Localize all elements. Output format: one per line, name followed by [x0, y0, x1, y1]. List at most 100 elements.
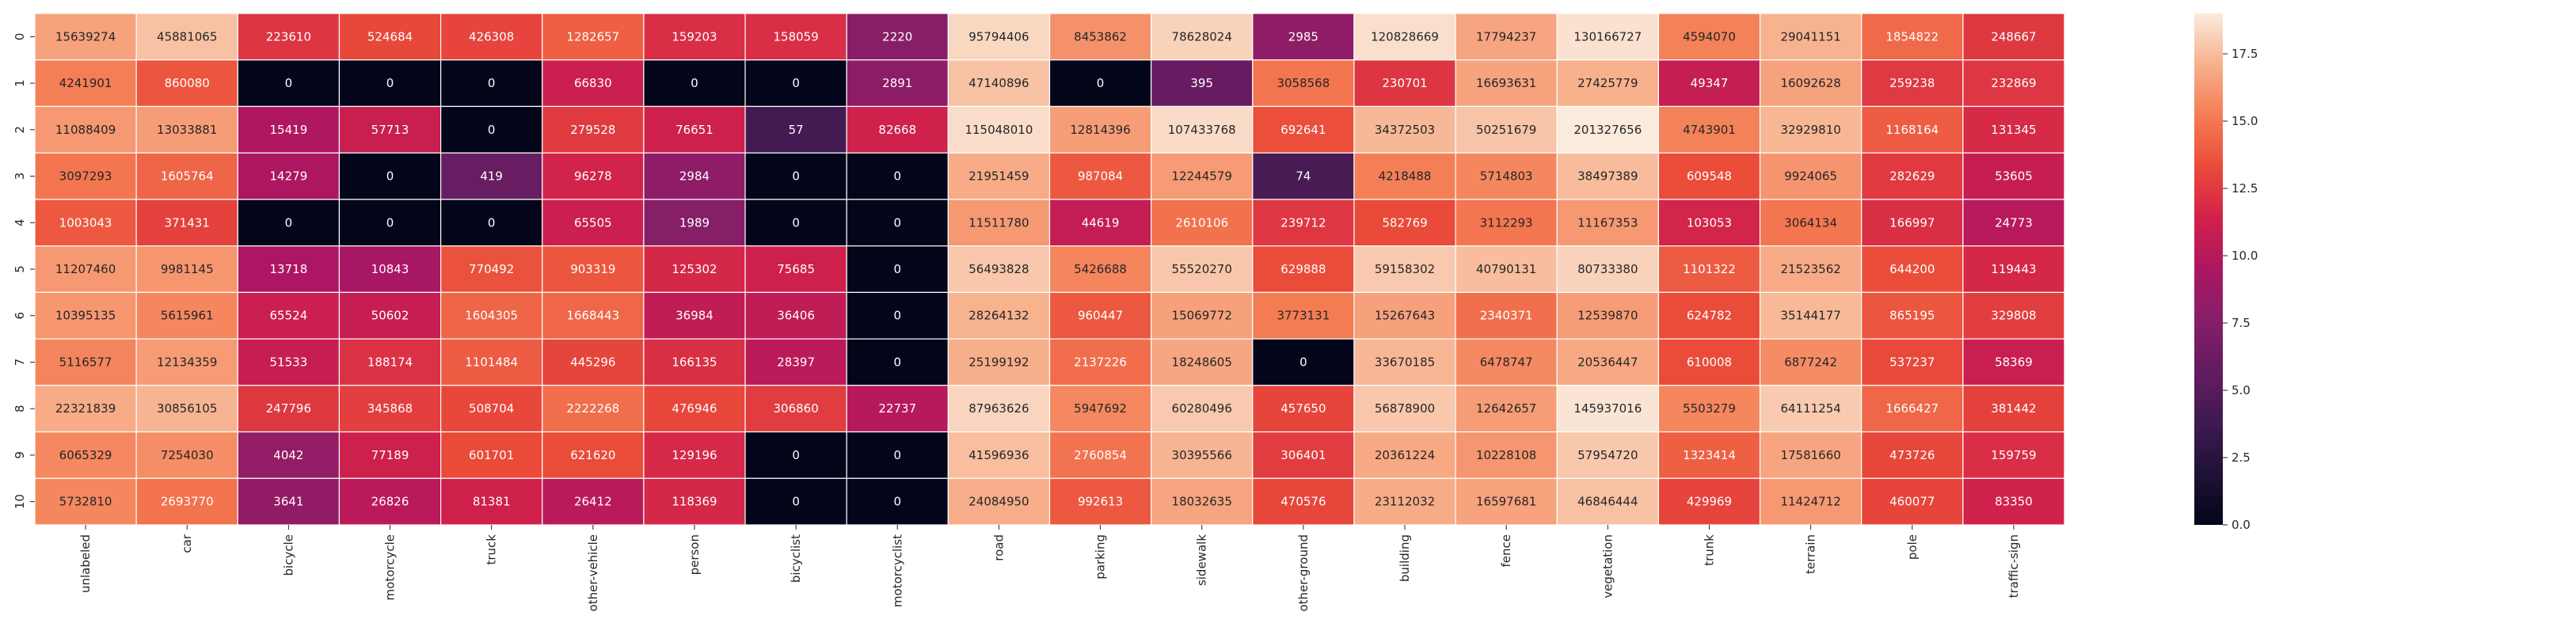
- cell-value-label: 53605: [1995, 169, 2033, 184]
- cell-value-label: 6478747: [1480, 355, 1533, 369]
- heatmap-cell: [1657, 199, 1761, 247]
- cell-value-label: 6877242: [1784, 355, 1837, 369]
- cell-value-label: 381442: [1991, 401, 2036, 416]
- cell-value-label: 12244579: [1172, 169, 1232, 184]
- cell-value-label: 13718: [270, 262, 308, 276]
- colorbar-tick-label: 12.5: [2232, 181, 2258, 196]
- heatmap-cell: [1455, 431, 1558, 479]
- heatmap-cell: [846, 59, 949, 108]
- cell-value-label: 51533: [270, 355, 308, 369]
- cell-value-label: 27425779: [1577, 76, 1638, 90]
- y-tick-label: 5: [13, 265, 27, 273]
- cell-value-label: 107433768: [1168, 123, 1236, 137]
- cell-value-label: 865195: [1889, 309, 1935, 323]
- cell-value-label: 2610106: [1175, 215, 1228, 230]
- cell-value-label: 5426688: [1074, 262, 1127, 276]
- heatmap-cell: [1455, 338, 1558, 386]
- heatmap-cell: [1962, 385, 2065, 433]
- cell-value-label: 77189: [371, 448, 409, 462]
- heatmap-cell: [947, 105, 1051, 154]
- heatmap-cell: [135, 105, 238, 154]
- heatmap-cell: [1759, 152, 1863, 200]
- heatmap-cell: [1759, 477, 1863, 526]
- cell-value-label: 28397: [777, 355, 815, 369]
- y-tick-label: 9: [13, 451, 27, 459]
- heatmap-cell: [643, 152, 746, 200]
- heatmap-cell: [1657, 338, 1761, 386]
- cell-value-label: 10228108: [1476, 448, 1536, 462]
- cell-value-label: 5947692: [1074, 401, 1127, 416]
- heatmap-cell: [1759, 13, 1863, 61]
- cell-value-label: 445296: [570, 355, 615, 369]
- heatmap-cell: [34, 59, 137, 108]
- heatmap-cell: [237, 59, 341, 108]
- cell-value-label: 247796: [266, 401, 311, 416]
- cell-value-label: 2891: [882, 76, 912, 90]
- cell-value-label: 49347: [1691, 76, 1729, 90]
- x-tick-label: road: [991, 534, 1006, 561]
- x-axis: unlabeled car bicycle motorcycle truck other-…: [78, 525, 2021, 612]
- heatmap-cell: [34, 291, 137, 340]
- cell-value-label: 18248605: [1172, 355, 1232, 369]
- heatmap-cell: [1353, 152, 1456, 200]
- cell-value-label: 0: [894, 215, 902, 230]
- heatmap-cell: [1861, 199, 1964, 247]
- cell-value-label: 329808: [1991, 309, 2036, 323]
- cell-value-label: 87963626: [968, 401, 1029, 416]
- cell-value-label: 1605764: [161, 169, 214, 184]
- cell-value-label: 11424712: [1780, 495, 1840, 509]
- heatmap-cell: [237, 13, 341, 61]
- heatmap-cell: [1048, 59, 1152, 108]
- heatmap-cell: [643, 105, 746, 154]
- cell-value-label: 66830: [574, 76, 612, 90]
- cell-value-label: 119443: [1991, 262, 2036, 276]
- heatmap-cell: [237, 199, 341, 247]
- cell-value-label: 2760854: [1074, 448, 1127, 462]
- cell-value-label: 2340371: [1480, 309, 1533, 323]
- x-tick-label: parking: [1094, 534, 1108, 580]
- heatmap-cell: [1657, 152, 1761, 200]
- cell-value-label: 248667: [1991, 29, 2036, 44]
- heatmap-cell: [135, 338, 238, 386]
- cell-value-label: 166135: [672, 355, 717, 369]
- cell-value-label: 60280496: [1172, 401, 1232, 416]
- heatmap-cell: [846, 338, 949, 386]
- x-tick-label: unlabeled: [78, 534, 93, 593]
- heatmap-cell: [1048, 431, 1152, 479]
- cell-value-label: 345868: [367, 401, 413, 416]
- cell-value-label: 0: [488, 123, 496, 137]
- cell-value-label: 1003043: [59, 215, 112, 230]
- heatmap-cell: [1151, 477, 1254, 526]
- heatmap-cell: [1657, 59, 1761, 108]
- heatmap-cell: [947, 245, 1051, 293]
- cell-value-label: 2222268: [566, 401, 619, 416]
- heatmap-cell: [237, 105, 341, 154]
- x-tick-label: bicycle: [281, 534, 295, 576]
- cell-value-label: 1101322: [1683, 262, 1736, 276]
- heatmap-cell: [338, 152, 442, 200]
- y-tick-label: 7: [13, 359, 27, 367]
- heatmap-cell: [1353, 199, 1456, 247]
- x-tick-label: person: [687, 534, 702, 575]
- heatmap-cell: [846, 431, 949, 479]
- heatmap-cell: [643, 431, 746, 479]
- cell-value-label: 3058568: [1277, 76, 1330, 90]
- x-tick-label: motorcycle: [383, 534, 398, 600]
- x-tick-label: motorcyclist: [890, 534, 904, 607]
- cell-value-label: 5116577: [59, 355, 112, 369]
- x-tick-label: fence: [1499, 534, 1513, 568]
- cell-value-label: 0: [792, 215, 800, 230]
- cell-value-label: 14279: [270, 169, 308, 184]
- heatmap-cell: [135, 431, 238, 479]
- cell-value-label: 166997: [1889, 215, 1935, 230]
- heatmap-cell: [744, 431, 847, 479]
- heatmap-cell: [542, 105, 645, 154]
- cell-value-label: 282629: [1889, 169, 1935, 184]
- cell-value-label: 2693770: [161, 495, 214, 509]
- heatmap-cell: [1657, 385, 1761, 433]
- cell-value-label: 5732810: [59, 495, 112, 509]
- heatmap-cell: [744, 59, 847, 108]
- cell-value-label: 7254030: [161, 448, 214, 462]
- cell-value-label: 5714803: [1480, 169, 1533, 184]
- heatmap-cell: [34, 431, 137, 479]
